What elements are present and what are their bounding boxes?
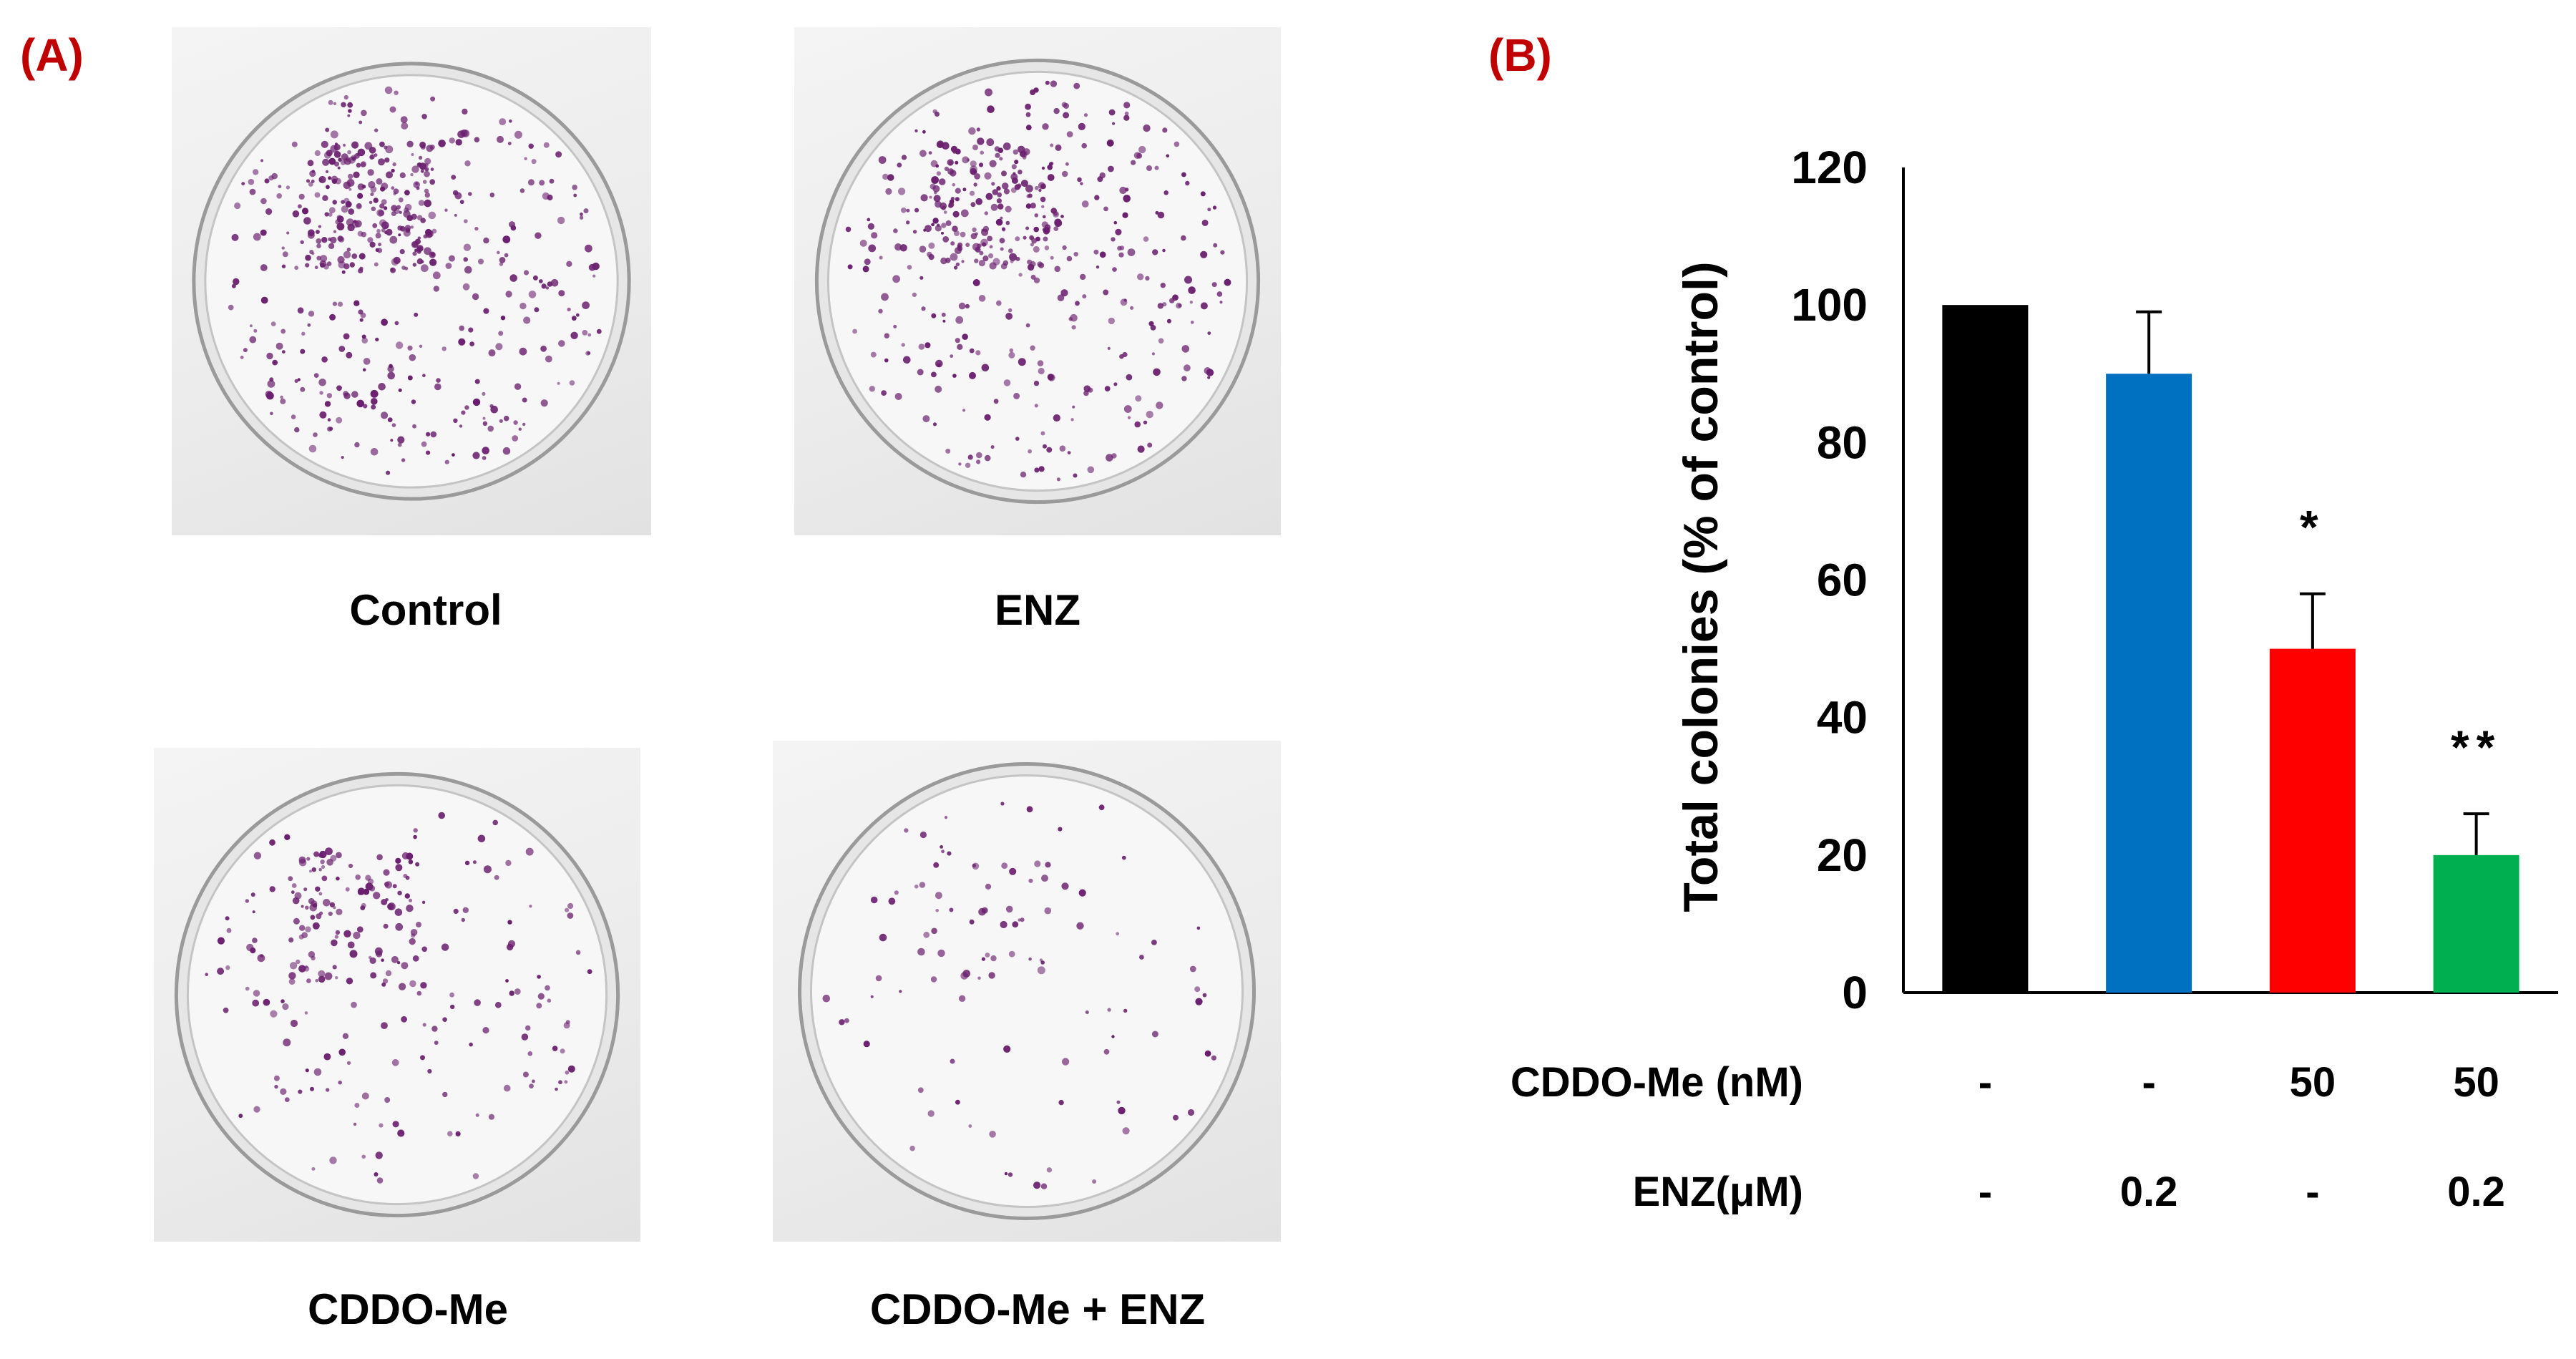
y-tick-label-20: 20 (1817, 829, 1868, 881)
dish-caption-control: Control (349, 586, 502, 634)
treatment-row-label-0: CDDO-Me (nM) (1511, 1059, 1803, 1106)
dish-interior (186, 784, 608, 1206)
dish-svg-0 (192, 62, 631, 501)
dish-svg-1 (814, 58, 1261, 505)
dish-photo-enz (794, 27, 1281, 535)
treatment-cell-1-1: 0.2 (2120, 1169, 2178, 1215)
dish-photo-cddo-me-enz (773, 741, 1281, 1242)
dish-interior (810, 774, 1244, 1208)
colony-dots (822, 802, 1216, 1189)
treatment-cell-0-2: 50 (2290, 1059, 2336, 1106)
panel-a-label: (A) (20, 29, 84, 81)
treatment-cell-1-2: - (2306, 1169, 2319, 1215)
dish-interior (204, 74, 619, 489)
bar-0 (1942, 305, 2029, 993)
panel-b-label: (B) (1488, 29, 1552, 81)
dish-photo-control (172, 27, 651, 535)
treatment-cell-0-0: - (1979, 1059, 1992, 1106)
y-axis-label: Total colonies (% of control) (1674, 261, 1728, 912)
y-tick-label-0: 0 (1842, 967, 1868, 1018)
bar-1 (2106, 374, 2192, 993)
colony-dots (205, 812, 592, 1184)
treatment-cell-0-3: 50 (2453, 1059, 2499, 1106)
dish-caption-cddo-me: CDDO-Me (308, 1285, 508, 1333)
y-axis-group: 0 20 40 60 80 100 120 (1791, 142, 2558, 1018)
treatment-cell-1-3: 0.2 (2447, 1169, 2505, 1215)
dish-caption-cddo-me-enz: CDDO-Me + ENZ (869, 1285, 1206, 1333)
significance-mark-2: * (2300, 501, 2326, 554)
y-tick-label-40: 40 (1817, 692, 1868, 744)
treatment-cell-0-1: - (2142, 1059, 2155, 1106)
dish-svg-2 (174, 771, 620, 1218)
y-tick-label-60: 60 (1817, 555, 1868, 606)
bar-2 (2269, 648, 2356, 993)
significance-group: *** (2300, 501, 2502, 774)
y-tick-label-100: 100 (1791, 279, 1868, 331)
y-tick-label-120: 120 (1791, 142, 1868, 193)
y-tick-label-80: 80 (1817, 417, 1868, 468)
colony-dots (845, 80, 1231, 482)
bars-group (1942, 305, 2519, 993)
treatment-table-group: CDDO-Me (nM) - - 50 50 ENZ(μM) - 0.2 - 0.2 (1511, 1059, 2505, 1215)
error-bars-group (2136, 310, 2489, 855)
dish-caption-enz: ENZ (995, 586, 1080, 634)
colony-dots (228, 86, 602, 475)
treatment-row-label-1: ENZ(μM) (1633, 1169, 1803, 1215)
significance-mark-3: ** (2451, 721, 2502, 774)
treatment-cell-1-0: - (1979, 1169, 1992, 1215)
dish-photo-cddo-me (154, 748, 640, 1242)
bar-3 (2433, 854, 2519, 993)
dish-svg-3 (798, 762, 1256, 1220)
